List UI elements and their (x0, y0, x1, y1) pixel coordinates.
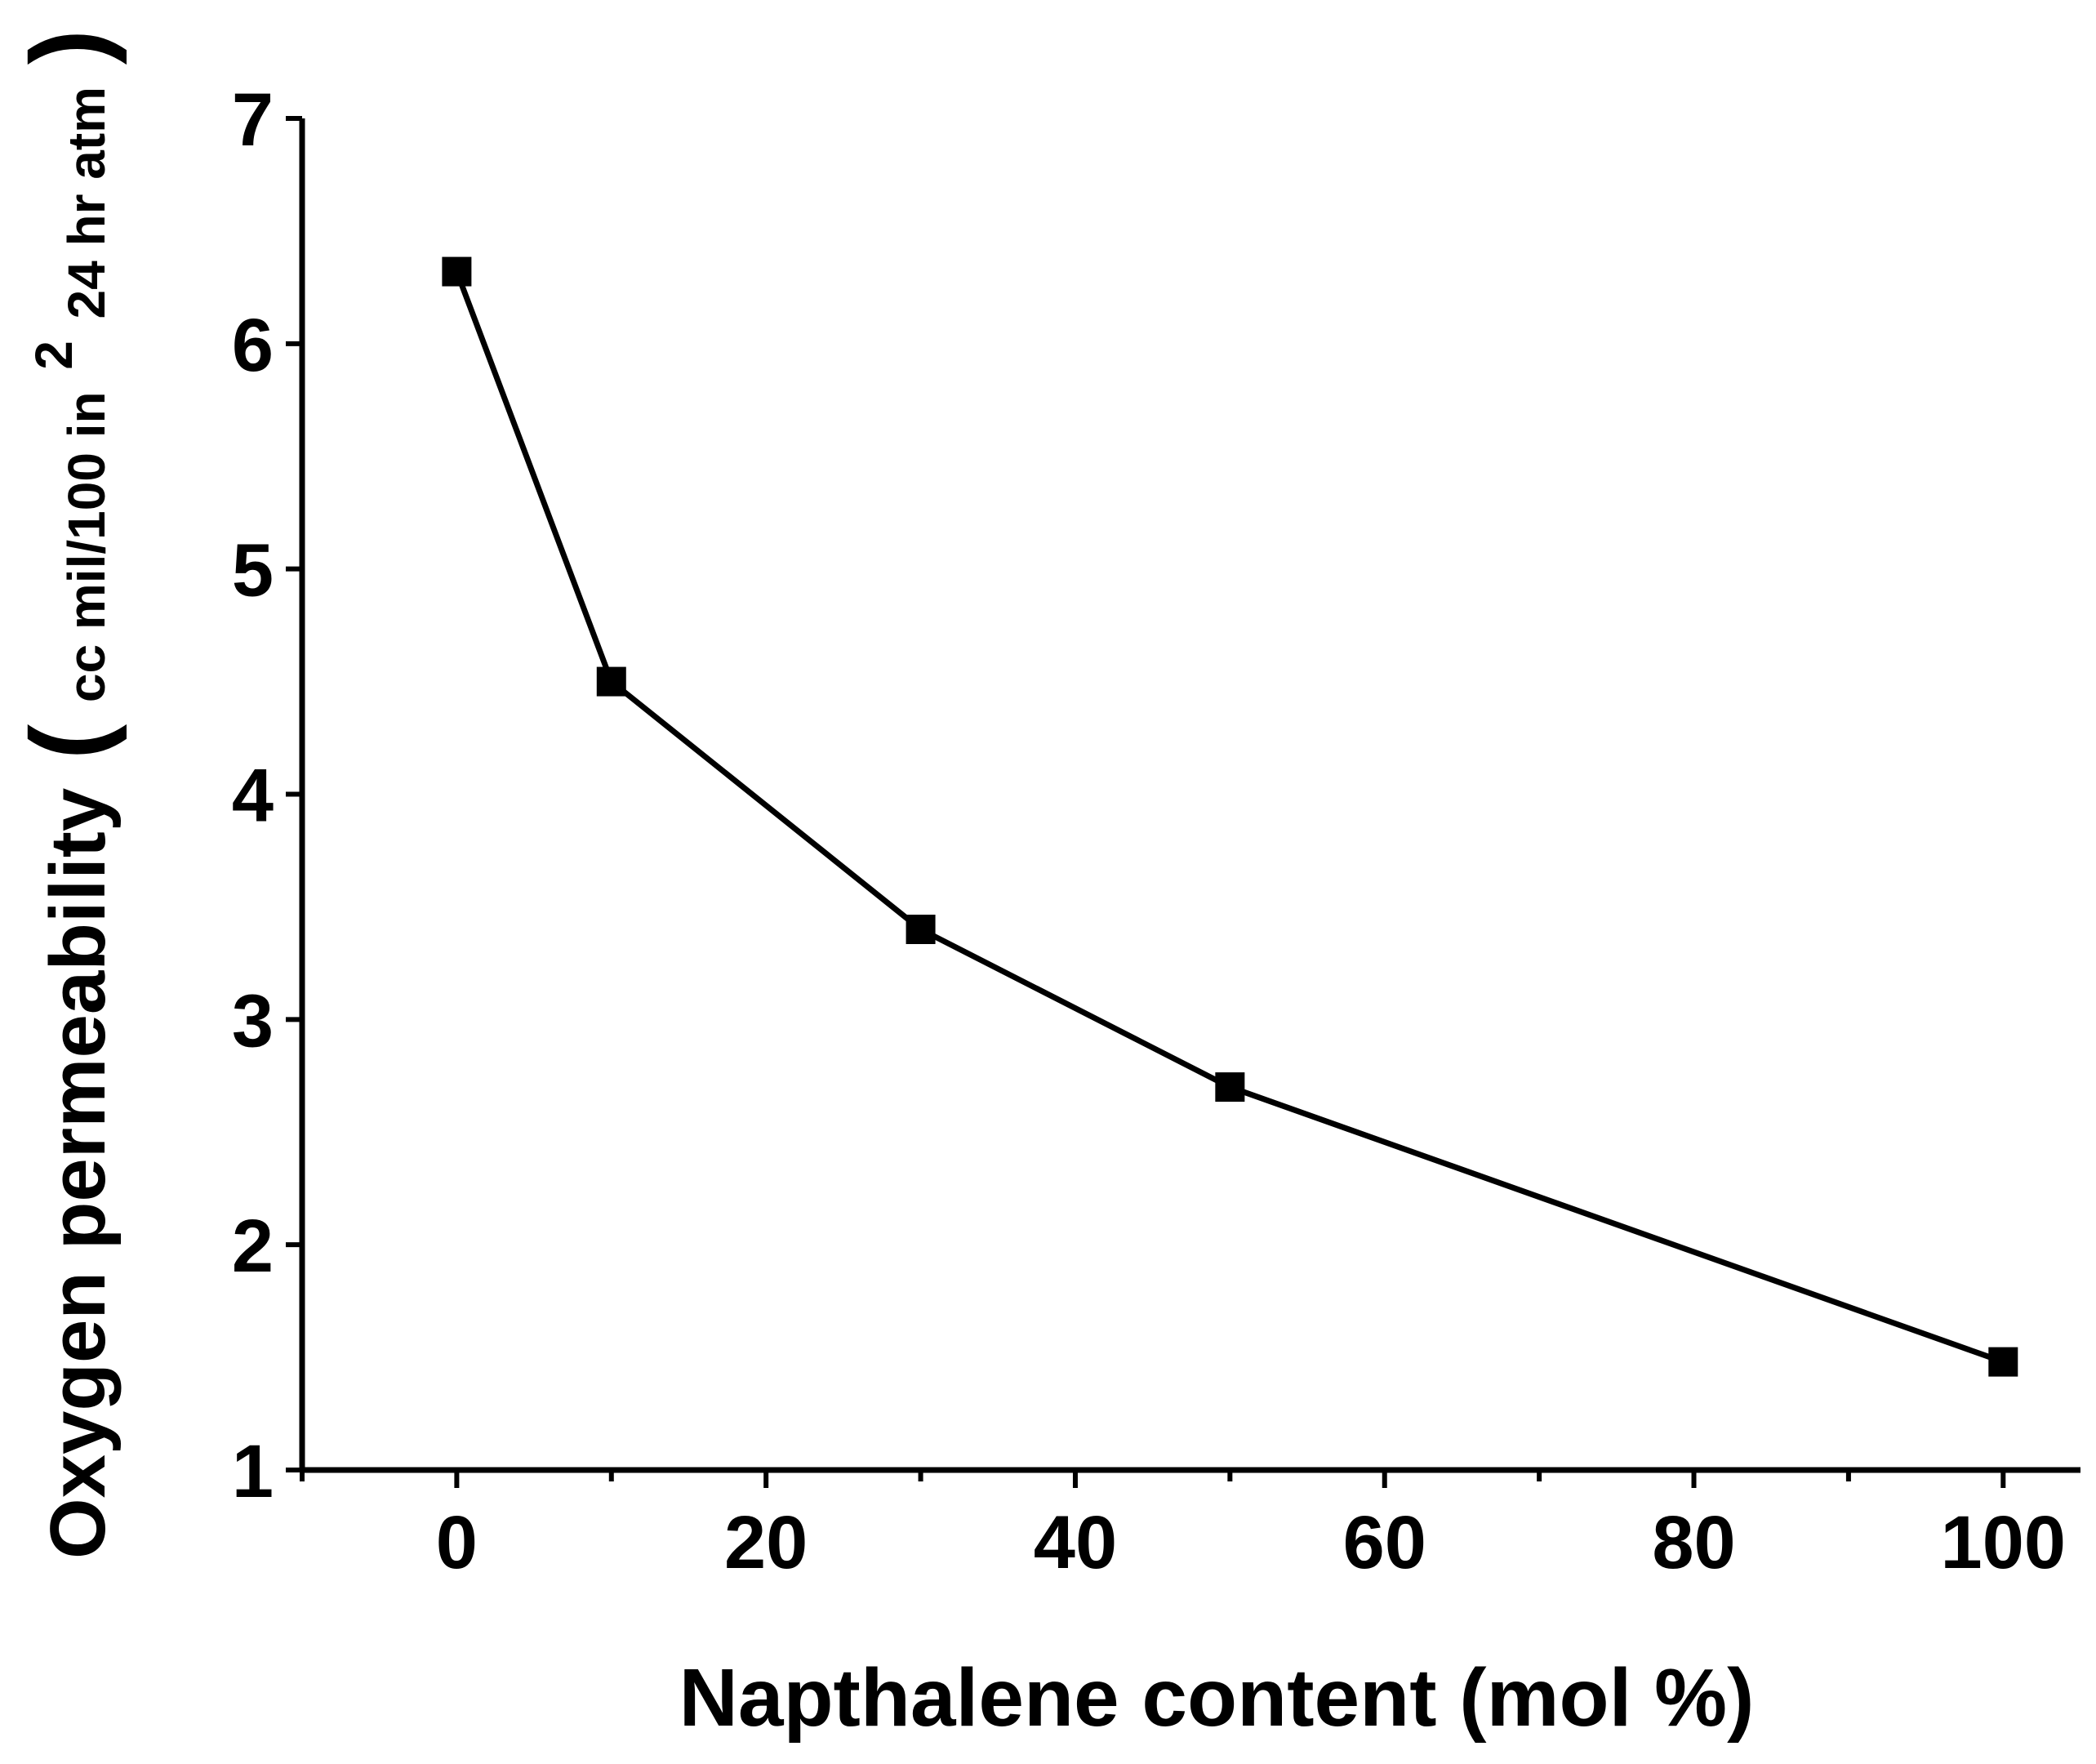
data-point (1988, 1347, 2018, 1377)
y-axis-paren-open: ( (8, 724, 127, 760)
axes (299, 118, 2080, 1473)
y-tick-label: 3 (232, 979, 274, 1062)
y-axis-unit-suffix: 24 hr atm (57, 87, 116, 319)
x-tick-label: 60 (1343, 1501, 1426, 1584)
data-series (442, 256, 2018, 1377)
x-tick-label: 0 (436, 1501, 478, 1584)
data-point (442, 256, 472, 287)
y-axis-unit-superscript: 2 (24, 341, 83, 370)
series-line (454, 270, 2005, 1365)
y-tick-label: 5 (232, 529, 274, 612)
x-tick-label: 80 (1652, 1501, 1735, 1584)
y-axis-title-main: Oxygen permeability (34, 788, 122, 1559)
x-tick-label: 40 (1034, 1501, 1117, 1584)
x-axis-title: Napthalene content (mol %) (679, 1652, 1755, 1744)
x-tick-label: 20 (724, 1501, 808, 1584)
data-point (596, 666, 626, 697)
y-tick-label: 7 (232, 78, 274, 162)
y-axis-title: Oxygen permeability ( cc mil/100 in 2 24… (2, 29, 127, 1559)
ticks: 1 2 3 4 5 6 7 0 20 40 60 80 100 (232, 78, 2066, 1584)
x-tick-label: 100 (1941, 1501, 2067, 1584)
y-tick-label: 1 (232, 1430, 274, 1513)
y-tick-label: 2 (232, 1205, 274, 1288)
y-axis-unit-prefix: cc mil/100 in (57, 391, 116, 702)
data-point (906, 915, 936, 944)
y-tick-label: 6 (232, 304, 274, 387)
y-axis-paren-close: ) (8, 29, 127, 65)
y-tick-label: 4 (232, 755, 274, 838)
data-point (1215, 1072, 1245, 1102)
